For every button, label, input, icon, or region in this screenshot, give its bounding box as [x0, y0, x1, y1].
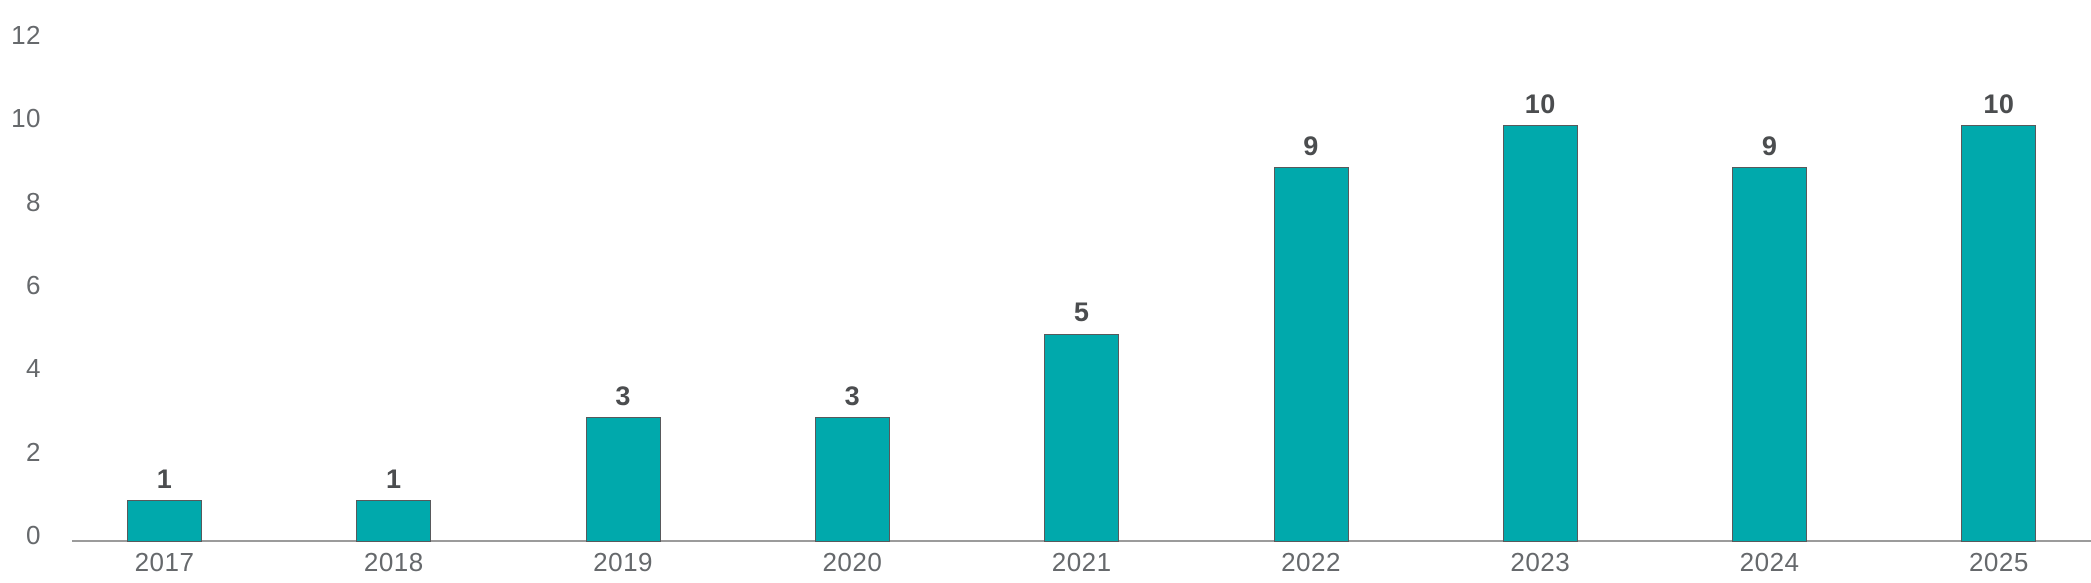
x-axis-label-2024: 2024: [1739, 547, 1800, 577]
bar-2021: [1044, 333, 1120, 542]
x-axis-label-2018: 2018: [363, 547, 424, 577]
y-axis-tick-label: 2: [26, 436, 41, 467]
bar-2019: [585, 417, 661, 542]
bar-value-label-2020: 3: [844, 380, 861, 411]
x-axis-label-2022: 2022: [1281, 547, 1341, 577]
y-axis-tick-label: 4: [26, 353, 41, 384]
bar-value-label-2017: 1: [156, 463, 173, 494]
x-axis-label-2020: 2020: [822, 547, 883, 577]
y-axis-tick-label: 12: [11, 20, 41, 50]
x-axis-label-2017: 2017: [134, 547, 195, 577]
bar-value-label-2022: 9: [1303, 130, 1319, 161]
y-axis: 0 2 4 6 8 10 12: [0, 0, 45, 583]
bar-2025: [1961, 125, 2037, 542]
y-axis-tick-label: 6: [26, 270, 41, 300]
bar-value-label-2018: 1: [386, 463, 402, 494]
bar-value-label-2025: 10: [1983, 88, 2015, 119]
y-axis-tick-label: 10: [11, 103, 41, 134]
bar-value-label-2019: 3: [615, 380, 631, 411]
bar-value-label-2023: 10: [1524, 88, 1556, 119]
bar-value-label-2024: 9: [1761, 130, 1778, 161]
y-axis-tick-label: 0: [26, 520, 41, 550]
x-axis-label-2019: 2019: [593, 547, 654, 577]
bar-2018: [356, 500, 432, 542]
x-axis-label-2021: 2021: [1051, 547, 1112, 577]
bar-2024: [1732, 167, 1808, 542]
bar-2017: [127, 500, 202, 542]
bar-2022: [1273, 167, 1349, 542]
x-axis-label-2023: 2023: [1510, 547, 1571, 577]
x-axis-label-2025: 2025: [1968, 547, 2029, 577]
y-axis-tick-label: 8: [26, 186, 41, 217]
bar-value-label-2021: 5: [1073, 297, 1090, 328]
bar-2023: [1502, 125, 1578, 542]
bar-2020: [814, 417, 890, 542]
